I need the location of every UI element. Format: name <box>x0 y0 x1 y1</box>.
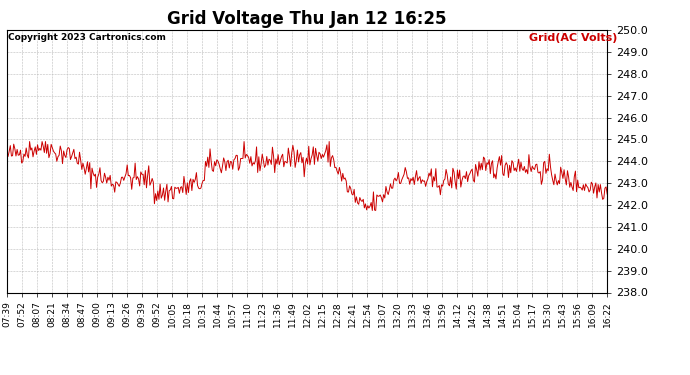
Text: Copyright 2023 Cartronics.com: Copyright 2023 Cartronics.com <box>8 33 166 42</box>
Text: Grid(AC Volts): Grid(AC Volts) <box>529 33 618 43</box>
Title: Grid Voltage Thu Jan 12 16:25: Grid Voltage Thu Jan 12 16:25 <box>167 10 447 28</box>
